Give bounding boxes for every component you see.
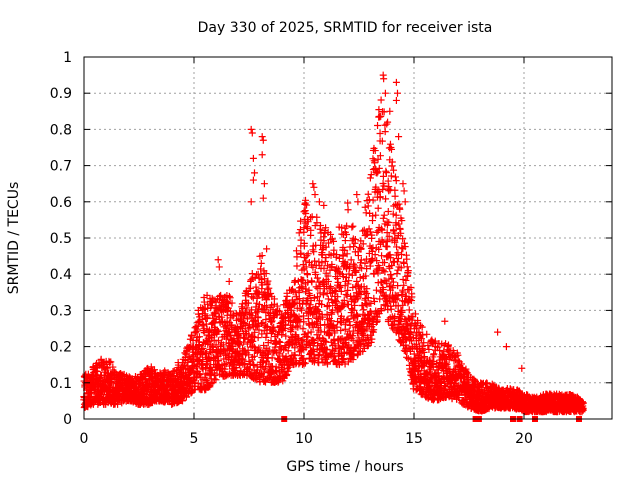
y-tick-label: 0.4 (50, 267, 72, 283)
y-tick-label: 0.7 (50, 159, 72, 175)
x-tick-label: 20 (515, 431, 533, 447)
y-tick-label: 0.1 (50, 376, 72, 392)
y-tick-label: 0 (63, 412, 72, 428)
chart-title: Day 330 of 2025, SRMTID for receiver ist… (198, 20, 493, 36)
data-point (106, 359, 114, 367)
y-tick-label: 0.2 (50, 340, 72, 356)
y-axis-label: SRMTID / TECUs (6, 182, 22, 295)
data-point (114, 400, 122, 408)
x-tick-label: 10 (295, 431, 313, 447)
y-tick-label: 0.6 (50, 195, 72, 211)
y-tick-label: 0.8 (50, 122, 72, 138)
y-tick-label: 0.9 (50, 86, 72, 102)
grid-lines (84, 57, 612, 419)
y-tick-label: 0.3 (50, 303, 72, 319)
y-tick-label: 0.5 (50, 231, 72, 247)
data-point (107, 358, 115, 366)
x-tick-label: 0 (80, 431, 89, 447)
x-tick-label: 5 (190, 431, 199, 447)
data-series (80, 71, 587, 416)
data-point (107, 379, 115, 387)
x-axis-label: GPS time / hours (286, 459, 403, 475)
y-tick-label: 1 (63, 50, 72, 66)
x-tick-label: 15 (405, 431, 423, 447)
